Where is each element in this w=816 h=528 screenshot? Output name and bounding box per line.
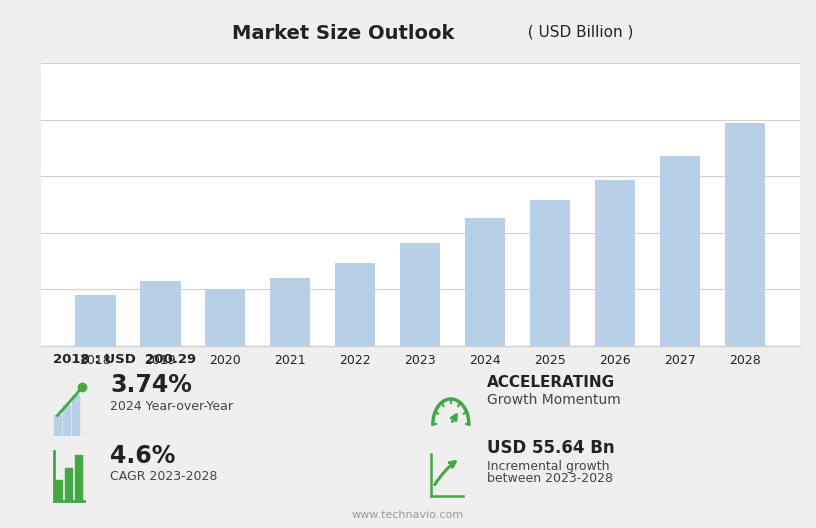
Bar [140,281,180,528]
Bar [660,156,700,528]
Text: 2018 : USD  200.29: 2018 : USD 200.29 [53,353,196,366]
Bar [63,406,70,436]
Bar [595,180,636,528]
Text: Incremental growth: Incremental growth [487,460,610,474]
Text: Market Size Outlook: Market Size Outlook [232,24,454,43]
Text: 4.6%: 4.6% [110,444,175,467]
Text: www.technavio.com: www.technavio.com [352,510,464,520]
Bar [74,455,82,501]
Text: 2024 Year-over-Year: 2024 Year-over-Year [110,400,233,413]
Bar [205,289,246,528]
Text: between 2023-2028: between 2023-2028 [487,472,613,485]
Text: CAGR 2023-2028: CAGR 2023-2028 [110,470,218,483]
Bar [725,123,765,528]
Bar [270,278,310,528]
Text: Growth Momentum: Growth Momentum [487,393,621,408]
Bar [400,243,441,528]
Bar [55,480,63,501]
Text: USD 55.64 Bn: USD 55.64 Bn [487,439,614,457]
Text: ACCELERATING: ACCELERATING [487,375,615,390]
Bar [72,395,79,436]
Bar [54,416,61,436]
Bar [64,468,73,501]
Text: 3.74%: 3.74% [110,373,192,397]
Text: ( USD Billion ): ( USD Billion ) [518,24,633,39]
Bar [75,295,116,528]
Bar [530,200,570,528]
Bar [335,263,375,528]
Bar [465,218,505,528]
